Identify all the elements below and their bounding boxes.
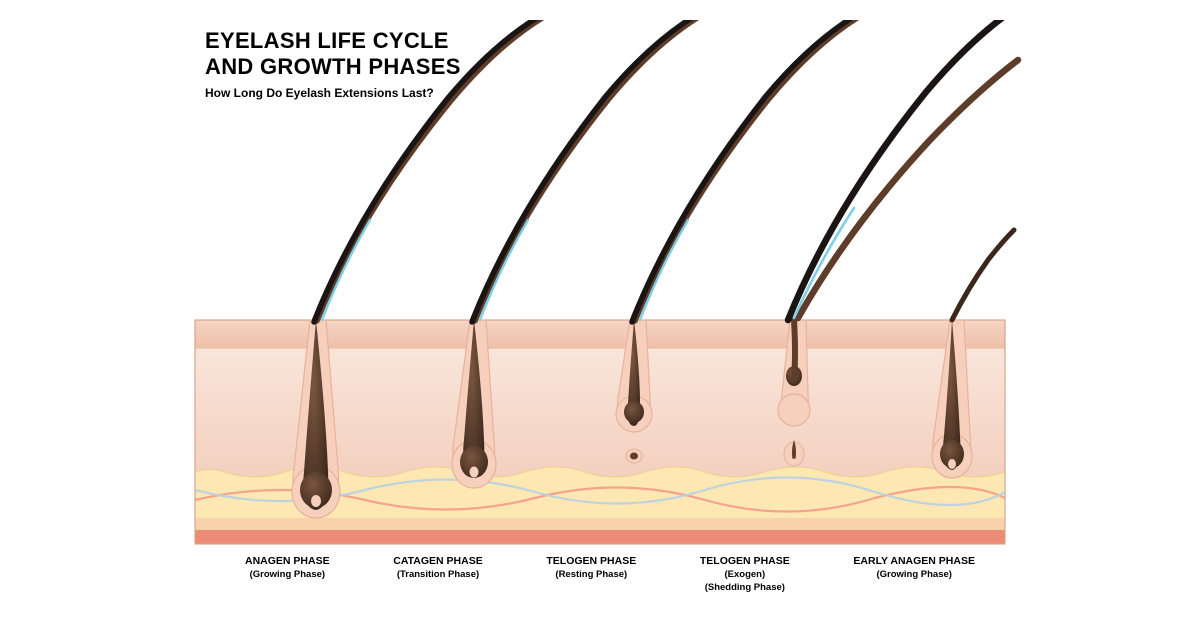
phase-label: ANAGEN PHASE (Growing Phase) xyxy=(245,555,330,594)
phase-name: CATAGEN PHASE xyxy=(393,555,482,567)
phase-sub2: (Shedding Phase) xyxy=(705,582,785,593)
phase-name: TELOGEN PHASE xyxy=(546,555,636,567)
phase-sub: (Growing Phase) xyxy=(250,569,325,580)
diagram-frame: EYELASH LIFE CYCLE AND GROWTH PHASES How… xyxy=(130,20,1070,600)
phase-sub: (Exogen) xyxy=(725,569,766,580)
phase-name: EARLY ANAGEN PHASE xyxy=(853,555,975,567)
phase-sub: (Resting Phase) xyxy=(555,569,627,580)
phase-label: CATAGEN PHASE (Transition Phase) xyxy=(393,555,482,594)
eyelash-cycle-diagram xyxy=(130,20,1070,600)
phase-labels-row: ANAGEN PHASE (Growing Phase) CATAGEN PHA… xyxy=(130,555,1070,594)
phase-label: TELOGEN PHASE (Resting Phase) xyxy=(546,555,636,594)
phase-sub: (Transition Phase) xyxy=(397,569,479,580)
phase-label: EARLY ANAGEN PHASE (Growing Phase) xyxy=(853,555,975,594)
phase-name: ANAGEN PHASE xyxy=(245,555,330,567)
phase-sub: (Growing Phase) xyxy=(876,569,951,580)
phase-name: TELOGEN PHASE xyxy=(700,555,790,567)
phase-label: TELOGEN PHASE (Exogen) (Shedding Phase) xyxy=(700,555,790,594)
